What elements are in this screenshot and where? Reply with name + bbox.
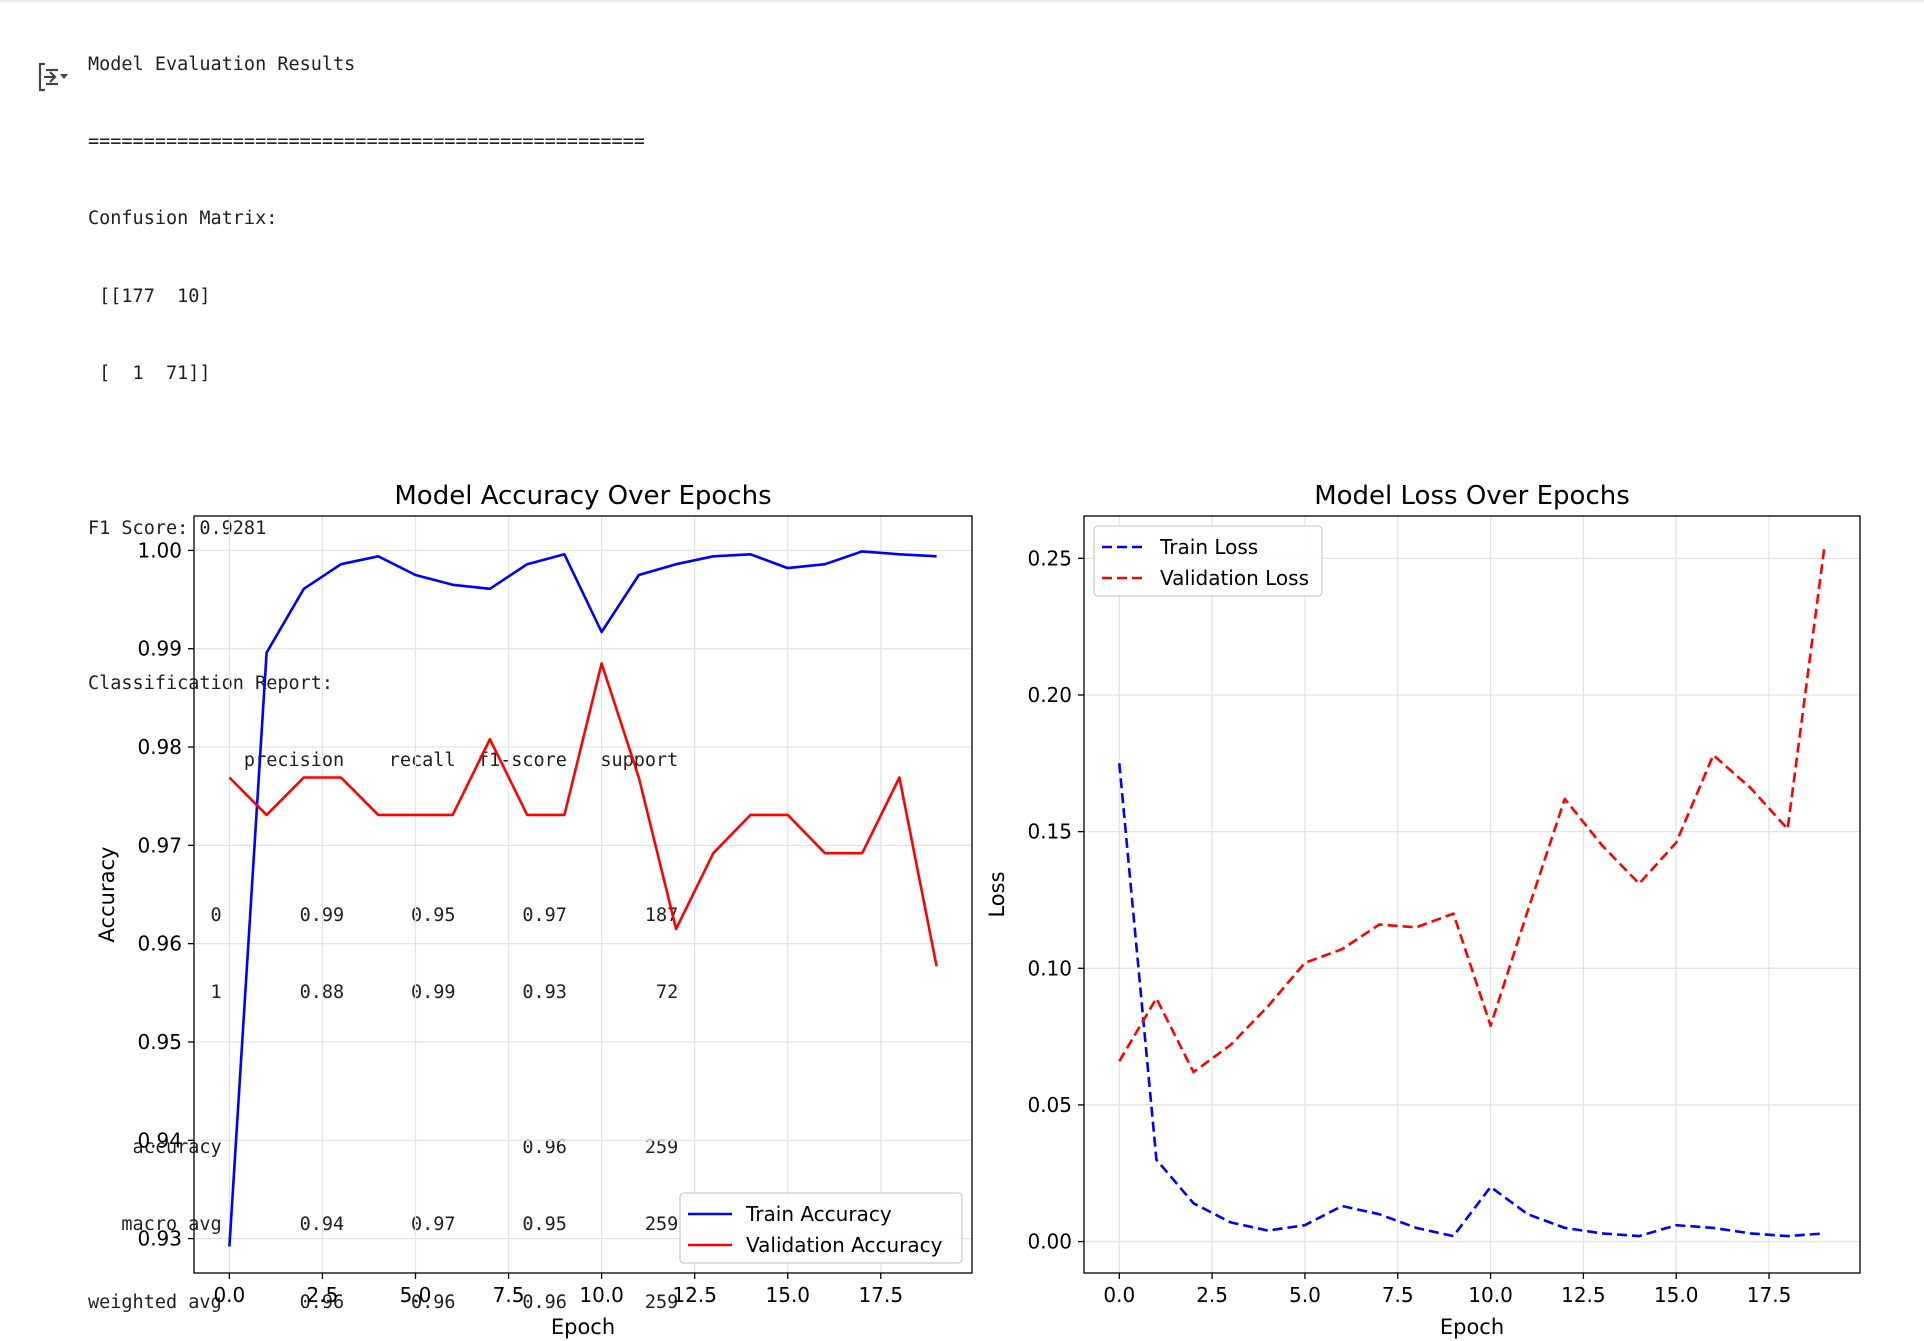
series-line-2 (228, 662, 938, 967)
x-axis-label: Epoch (551, 1315, 615, 1339)
x-tick-label: 17.5 (1747, 1283, 1792, 1307)
cell-output: Model Evaluation Results ===============… (88, 0, 678, 1341)
y-tick-label: 0.94 (137, 1128, 182, 1152)
legend-label-1: Train Accuracy (745, 1202, 892, 1226)
output-expand-icon[interactable] (36, 60, 70, 94)
output-title: Model Evaluation Results (88, 53, 356, 75)
y-tick-label: 0.98 (137, 735, 182, 759)
x-tick-label: 7.5 (1382, 1283, 1414, 1307)
series-line-2 (1118, 544, 1826, 1074)
x-tick-label: 5.0 (1289, 1283, 1321, 1307)
report-row: accuracy 0.96 259 (88, 1137, 679, 1159)
x-tick-label: 12.5 (672, 1283, 717, 1307)
legend-label-2: Validation Accuracy (746, 1233, 943, 1257)
x-tick-label: 15.0 (1654, 1283, 1699, 1307)
output-separator: ========================================… (88, 130, 645, 152)
y-tick-label: 0.10 (1027, 956, 1072, 980)
x-tick-label: 12.5 (1561, 1283, 1606, 1307)
report-header: precision recall f1-score support (88, 750, 679, 772)
plot-frame (1083, 515, 1861, 1274)
legend: Train Loss Validation Loss (1093, 525, 1323, 597)
x-tick-label: 17.5 (859, 1283, 904, 1307)
report-row: weighted avg 0.96 0.96 0.96 259 (88, 1291, 679, 1313)
top-border (0, 0, 1924, 3)
y-tick-label: 0.95 (137, 1030, 182, 1054)
y-axis-label: Loss (985, 871, 1009, 917)
y-axis-label: Accuracy (95, 847, 119, 943)
y-tick-label: 1.00 (137, 538, 182, 562)
chart-2: 0.0 2.5 5.0 7.5 10.0 12.5 15.0 17.5 0.00 0.05 0.10… (985, 481, 1861, 1339)
f1-score-line: F1 Score: 0.9281 (88, 517, 267, 539)
chart-1: 0.0 2.5 5.0 7.5 10.0 12.5 15.0 17.5 0.93 0.94 0.95… (95, 481, 973, 1339)
legend-box (679, 1192, 963, 1264)
x-tick-label: 7.5 (493, 1283, 525, 1307)
x-tick-label: 2.5 (1196, 1283, 1228, 1307)
y-tick-label: 0.05 (1027, 1093, 1072, 1117)
classification-report-label: Classification Report: (88, 672, 334, 694)
legend-box (1093, 525, 1323, 597)
series-line-1 (228, 550, 937, 1247)
confusion-matrix-label: Confusion Matrix: (88, 208, 278, 230)
x-tick-label: 10.0 (579, 1283, 624, 1307)
x-tick-label: 0.0 (213, 1283, 245, 1307)
y-tick-label: 0.93 (137, 1227, 182, 1251)
x-tick-label: 10.0 (1468, 1283, 1513, 1307)
y-tick-label: 0.00 (1027, 1230, 1072, 1254)
x-tick-label: 2.5 (307, 1283, 339, 1307)
y-tick-label: 0.20 (1027, 683, 1072, 707)
y-tick-label: 0.25 (1027, 546, 1072, 570)
series-line-1 (1118, 763, 1825, 1238)
legend-label-1: Train Loss (1159, 535, 1258, 559)
y-tick-label: 0.96 (137, 932, 182, 956)
x-tick-label: 15.0 (765, 1283, 810, 1307)
chart-title: Model Loss Over Epochs (1314, 481, 1630, 511)
x-axis-label: Epoch (1440, 1315, 1504, 1339)
x-tick-label: 5.0 (400, 1283, 432, 1307)
plot-frame (193, 515, 973, 1274)
legend: Train Accuracy Validation Accuracy (679, 1192, 963, 1264)
chart-title: Model Accuracy Over Epochs (394, 481, 771, 511)
y-tick-label: 0.15 (1027, 820, 1072, 844)
confusion-matrix-row: [[177 10] (88, 285, 211, 307)
x-tick-label: 0.0 (1103, 1283, 1135, 1307)
confusion-matrix-row: [ 1 71]] (88, 363, 211, 385)
y-tick-label: 0.97 (137, 833, 182, 857)
y-tick-label: 0.99 (137, 637, 182, 661)
legend-label-2: Validation Loss (1160, 566, 1309, 590)
